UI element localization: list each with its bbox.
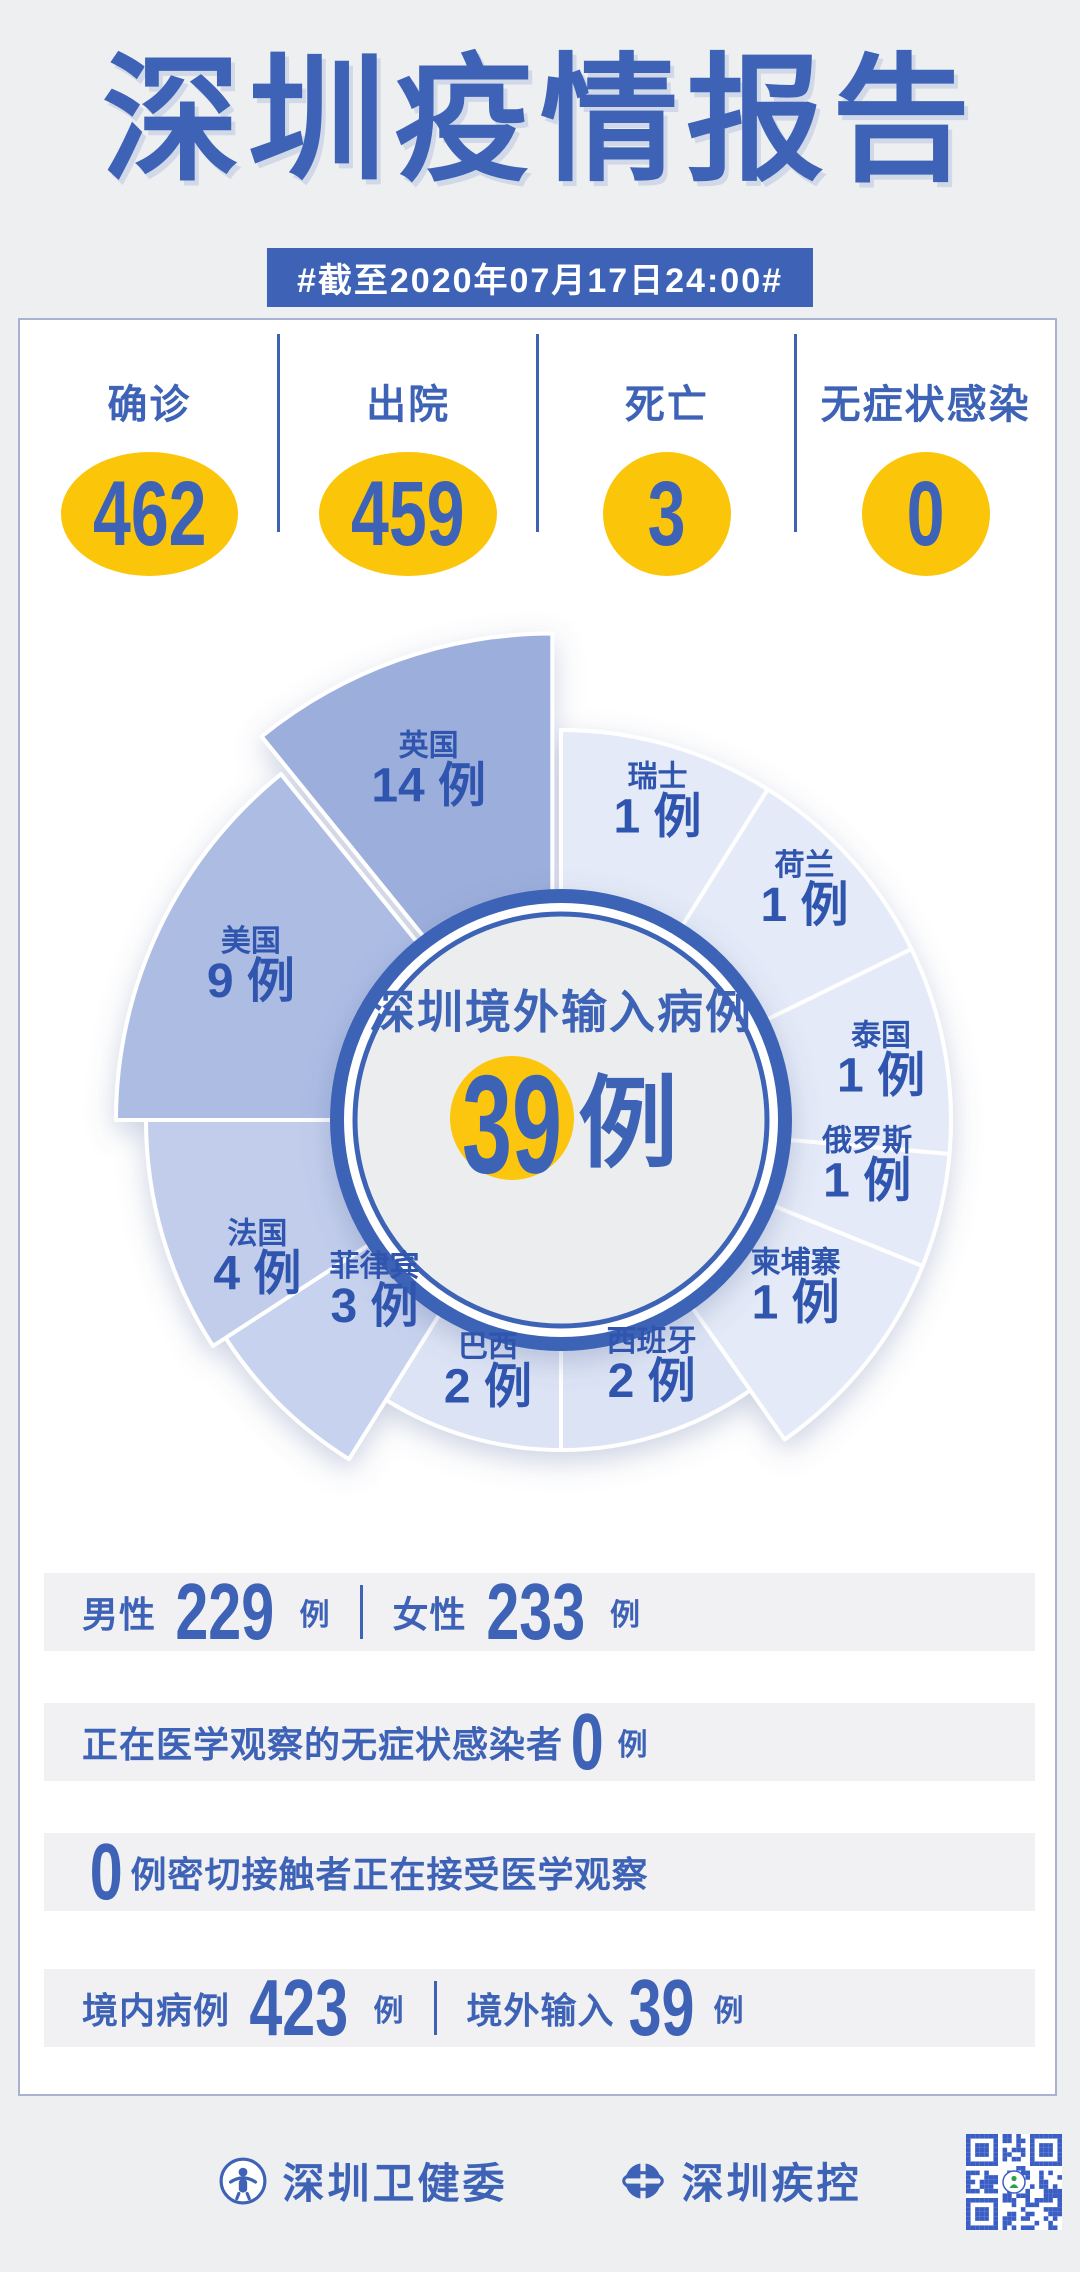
org-cdc: 深圳疾控: [618, 2150, 862, 2211]
row-number: 229: [175, 1567, 275, 1656]
row-label: 例密切接触者正在接受医学观察: [130, 1854, 649, 1895]
row-number: 0: [89, 1827, 123, 1916]
org2-name: 深圳疾控: [681, 2160, 862, 2207]
slice-country-label: 俄罗斯: [821, 1124, 912, 1157]
slice-value-label: 4 例: [213, 1248, 301, 1301]
slice-value-label: 2 例: [444, 1361, 532, 1414]
stats-row: 确诊 462 出院 459 死亡 3 无症状感染 0: [20, 320, 1055, 576]
stat-value-circle: 459: [319, 452, 497, 576]
row-unit: 例: [610, 1599, 640, 1632]
slice-country-label: 法国: [227, 1218, 287, 1251]
slice-value-label: 9 例: [207, 955, 295, 1008]
row-number: 39: [628, 1963, 694, 2052]
stat-col-0: 确诊 462: [20, 372, 279, 576]
cdc-globe-icon: [621, 2160, 664, 2201]
slice-country-label: 西班牙: [607, 1325, 697, 1358]
chart-total-value: 39: [462, 1046, 562, 1203]
slice-country-label: 柬埔寨: [751, 1245, 841, 1279]
summary-row-3: 境内病例 423 例 境外输入 39 例: [44, 1963, 1035, 2052]
page-title: 深圳疫情报告: [101, 44, 978, 198]
row-number: 423: [249, 1963, 349, 2052]
stat-divider: [794, 334, 798, 532]
stat-divider: [276, 334, 280, 532]
slice-value-label: 2 例: [608, 1355, 696, 1408]
qr-code: [966, 2134, 1062, 2230]
slice-country-label: 英国: [399, 729, 459, 762]
slice-value-label: 14 例: [371, 759, 486, 812]
stat-label: 确诊: [107, 383, 192, 427]
stat-col-1: 出院 459: [279, 372, 538, 576]
stat-divider: [535, 334, 539, 532]
row-label: 境内病例: [82, 1990, 231, 2031]
slice-country-label: 菲律宾: [330, 1250, 420, 1283]
summary-row-0: 男性 229 例 女性 233 例: [44, 1567, 1035, 1656]
slice-country-label: 泰国: [851, 1020, 911, 1053]
slice-value-label: 1 例: [613, 790, 701, 843]
slice-country-label: 瑞士: [627, 760, 687, 793]
slice-country-label: 巴西: [458, 1331, 518, 1364]
row-unit: 例: [373, 1995, 404, 2028]
stat-value: 0: [906, 463, 945, 565]
chart-title: 深圳境外输入病例: [369, 986, 753, 1038]
stat-col-3: 无症状感染 0: [796, 372, 1055, 576]
row-label: 男性: [82, 1594, 157, 1635]
slice-value-label: 1 例: [837, 1050, 925, 1103]
stat-label: 无症状感染: [820, 383, 1031, 427]
row-unit: 例: [713, 1995, 744, 2028]
health-commission-seal-icon: [220, 2157, 267, 2204]
row-label: 正在医学观察的无症状感染者: [82, 1724, 564, 1765]
org-health-commission: 深圳卫健委: [218, 2150, 507, 2211]
chart-total-unit: 例: [578, 1068, 678, 1180]
stat-value: 3: [647, 463, 686, 565]
slice-value-label: 1 例: [761, 879, 849, 932]
row-label: 女性: [392, 1594, 467, 1635]
total-highlight-circle: [450, 1056, 574, 1180]
stat-value: 462: [92, 463, 207, 565]
footer: 深圳卫健委 深圳疾控: [0, 2150, 1080, 2211]
row-divider: [433, 1981, 437, 2035]
org1-name: 深圳卫健委: [282, 2160, 508, 2207]
slice-country-label: 荷兰: [775, 849, 835, 882]
stat-label: 出院: [366, 383, 451, 427]
stat-value-circle: 462: [60, 452, 239, 576]
row-unit: 例: [299, 1599, 330, 1632]
summary-row-1: 正在医学观察的无症状感染者 0 例: [44, 1697, 1035, 1786]
row-number: 233: [485, 1567, 585, 1656]
chart-center: 深圳境外输入病例 39 例: [330, 889, 792, 1351]
row-number: 0: [570, 1697, 604, 1786]
stat-value: 459: [351, 463, 465, 565]
slice-value-label: 1 例: [752, 1276, 840, 1329]
summary-row-2: 0 例密切接触者正在接受医学观察: [44, 1827, 1035, 1916]
stat-col-2: 死亡 3: [538, 372, 797, 576]
slice-value-label: 1 例: [823, 1154, 911, 1207]
as-of-date-badge: #截至2020年07月17日24:00#: [266, 248, 814, 307]
slice-country-label: 美国: [221, 924, 281, 958]
stat-label: 死亡: [624, 383, 709, 427]
slice-value-label: 3 例: [330, 1280, 418, 1333]
stat-value-circle: 0: [861, 452, 990, 576]
row-unit: 例: [617, 1729, 648, 1762]
row-divider: [359, 1585, 363, 1639]
row-label: 境外输入: [466, 1990, 615, 2031]
stat-value-circle: 3: [602, 452, 731, 576]
